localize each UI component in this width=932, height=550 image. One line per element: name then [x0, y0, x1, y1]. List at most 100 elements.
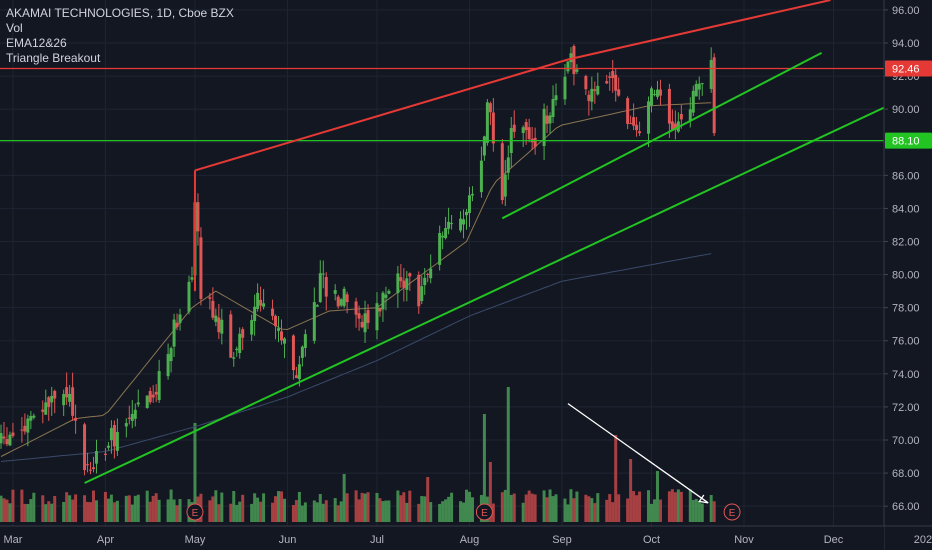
volume-bar: [533, 494, 537, 522]
volume-bar: [381, 501, 385, 522]
legend-drawing[interactable]: Triangle Breakout: [6, 51, 101, 65]
volume-bar: [503, 489, 507, 522]
candle-body: [366, 310, 370, 323]
candle-body: [2, 436, 6, 439]
candle-body: [479, 160, 483, 193]
price-axis[interactable]: 66.00 68.00 70.00 72.00 74.00 76.00 78.00 80.00…: [883, 0, 932, 550]
candle-body: [220, 319, 224, 334]
volume-bar: [94, 500, 98, 522]
candle-body: [521, 127, 525, 134]
price-tick-label: 78.00: [892, 303, 920, 315]
earnings-marker[interactable]: E: [475, 503, 493, 521]
candle-body: [617, 89, 621, 96]
volume-bar: [426, 477, 430, 522]
candle-body: [632, 117, 636, 126]
candle-body: [467, 195, 471, 213]
earnings-marker-label: E: [192, 508, 199, 519]
volume-bar: [673, 492, 677, 522]
candle-body: [360, 321, 364, 328]
earnings-marker-label: E: [481, 508, 488, 519]
volume-bar: [593, 503, 597, 522]
candle-body: [83, 424, 87, 471]
candle-body: [405, 278, 409, 290]
candle-body: [175, 322, 179, 327]
volume-bar: [312, 500, 316, 522]
volume-bar: [384, 500, 388, 522]
candle-body: [145, 395, 149, 409]
volume-bar: [50, 503, 54, 522]
candle-body: [229, 314, 233, 358]
volume-bar: [447, 496, 451, 522]
candle-body: [318, 273, 322, 303]
candle-body: [605, 81, 609, 84]
candle-body: [438, 232, 442, 265]
candle-body: [196, 202, 200, 232]
volume-bar: [605, 499, 609, 522]
candle-body: [178, 314, 182, 323]
candle-body: [345, 294, 349, 303]
symbol-title[interactable]: AKAMAI TECHNOLOGIES, 1D, Cboe BZX: [6, 6, 234, 20]
volume-bar: [688, 489, 692, 522]
volume-bar: [112, 502, 116, 522]
earnings-marker[interactable]: E: [723, 503, 741, 521]
volume-bar: [635, 495, 639, 522]
volume-bar: [262, 493, 266, 522]
volume-bar: [700, 503, 704, 522]
volume-bar: [291, 505, 295, 522]
drawing-layer[interactable]: [0, 0, 924, 504]
volume-bar: [297, 491, 301, 522]
candle-body: [709, 59, 713, 89]
trend-line[interactable]: [84, 88, 924, 484]
volume-bar: [554, 494, 558, 522]
trend-line[interactable]: [194, 0, 831, 172]
volume-bar: [551, 496, 555, 522]
candle-body: [235, 348, 239, 351]
volume-bar: [133, 495, 137, 522]
volume-decline-arrow[interactable]: [567, 403, 709, 504]
volume-bar: [441, 501, 445, 522]
volume-bar: [232, 491, 236, 522]
volume-bar: [396, 490, 400, 522]
candle-body: [211, 300, 215, 318]
time-axis[interactable]: Mar Apr May Jun Jul Aug Sep Oct Nov Dec 2020: [0, 525, 932, 550]
candle-body: [596, 85, 600, 95]
volume-bar: [241, 494, 245, 522]
candle-body: [5, 439, 9, 445]
volume-bar: [41, 495, 45, 522]
candle-body: [381, 292, 385, 310]
candle-body: [441, 235, 445, 238]
volume-bar: [29, 499, 33, 522]
trend-line[interactable]: [501, 52, 823, 220]
candle-body: [336, 296, 340, 307]
price-label-badge[interactable]: 88.10: [885, 132, 932, 149]
time-tick-label: Jul: [370, 534, 384, 546]
candle-body: [151, 394, 155, 398]
earnings-marker[interactable]: E: [186, 503, 204, 521]
volume-bar: [124, 495, 128, 522]
time-axis-background: [0, 526, 884, 550]
volume-bar: [638, 491, 642, 522]
candle-body: [462, 219, 466, 225]
candle-body: [593, 89, 597, 91]
volume-bar: [208, 500, 212, 522]
candle-body: [503, 174, 507, 197]
volume-bar: [530, 493, 534, 522]
candle-body: [271, 308, 275, 316]
price-label-background: [885, 132, 932, 149]
candle-body: [238, 333, 242, 354]
volume-bar: [650, 503, 654, 522]
volume-bar: [575, 491, 579, 522]
volume-bar: [83, 495, 87, 522]
price-tick-label: 94.00: [892, 38, 920, 50]
legend-ema[interactable]: EMA12&26: [6, 36, 67, 50]
volume-bar: [342, 474, 346, 522]
volume-bar: [676, 489, 680, 522]
volume-bar: [68, 495, 72, 522]
volume-bar: [92, 490, 96, 522]
candle-body: [32, 415, 36, 418]
volume-bar: [521, 502, 525, 522]
legend-vol[interactable]: Vol: [6, 21, 23, 35]
volume-bar: [175, 505, 179, 522]
price-label-badge[interactable]: 92.46: [885, 60, 932, 77]
